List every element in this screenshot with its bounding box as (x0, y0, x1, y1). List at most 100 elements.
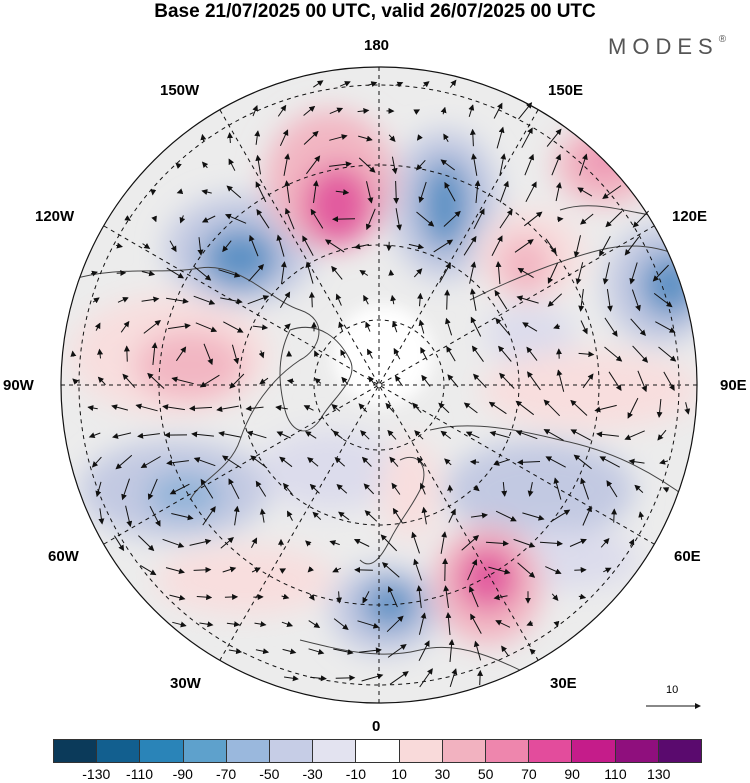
wind-arrow (112, 432, 132, 439)
wind-arrow (138, 535, 155, 552)
wind-arrow (223, 321, 244, 333)
colorbar-tick-label: -50 (259, 766, 280, 782)
wind-arrow (418, 612, 427, 635)
wind-arrow (634, 484, 644, 493)
wind-arrow (594, 404, 617, 413)
wind-arrow (314, 350, 320, 358)
wind-arrow (284, 180, 291, 203)
wind-arrow (308, 291, 315, 308)
wind-arrow (179, 215, 186, 224)
wind-arrow (331, 265, 343, 280)
wind-arrow (338, 511, 350, 521)
wind-arrow (408, 243, 425, 250)
wind-arrow (94, 322, 101, 331)
wind-arrow (98, 508, 105, 525)
wind-arrow (305, 261, 314, 284)
map-title: Base 21/07/2025 00 UTC, valid 26/07/2025… (154, 1, 596, 22)
wind-arrow (340, 349, 346, 359)
wind-arrow (165, 567, 185, 575)
wind-arrow (308, 620, 321, 628)
wind-arrow (220, 297, 243, 305)
wind-arrow (653, 292, 673, 308)
colorbar-swatch (529, 740, 573, 762)
colorbar-tick-label: 10 (391, 766, 407, 782)
wind-arrow (87, 405, 98, 411)
wind-arrow (329, 107, 344, 115)
wind-arrow (580, 213, 594, 225)
wind-arrow (252, 104, 258, 117)
colorbar-swatch (658, 740, 702, 762)
wind-arrow (443, 133, 449, 142)
wind-arrow (363, 294, 369, 305)
wind-arrow (606, 289, 613, 312)
wind-arrow (570, 399, 588, 416)
wind-arrow (245, 405, 264, 412)
wind-arrow (551, 593, 559, 601)
lon-label-30e: 30E (550, 675, 577, 692)
wind-arrow (176, 188, 184, 195)
wind-arrow (514, 239, 534, 253)
colorbar-tick-label: 70 (521, 766, 537, 782)
wind-arrow (224, 213, 247, 224)
wind-arrow (199, 374, 220, 388)
anomaly-field (61, 67, 697, 703)
wind-arrow (485, 540, 509, 547)
wind-reference-key: 10 (640, 684, 706, 714)
wind-arrow (440, 159, 455, 171)
wind-arrow (281, 593, 290, 600)
wind-arrow (353, 538, 370, 547)
wind-arrow (193, 265, 212, 281)
wind-arrow (632, 345, 649, 363)
wind-arrow (228, 648, 243, 655)
wind-arrow (310, 208, 324, 229)
wind-arrow (578, 289, 585, 312)
wind-arrow (449, 79, 457, 88)
colorbar-swatch (615, 740, 659, 762)
wind-arrow (539, 540, 563, 547)
wind-arrow (553, 477, 562, 500)
wind-arrow (444, 289, 451, 310)
wind-arrow (499, 153, 507, 176)
wind-arrow (141, 270, 156, 277)
wind-arrow (499, 209, 513, 229)
wind-arrow (630, 318, 646, 336)
wind-arrow (166, 297, 189, 304)
wind-arrow (449, 668, 458, 688)
wind-arrow (333, 648, 354, 655)
wind-arrow (361, 456, 372, 467)
colorbar-ticks: -130 -110 -90 -70 -50 -30 -10 10 30 50 70 90 110 130 (53, 766, 702, 783)
wind-arrow (468, 104, 475, 117)
colorbar-swatch (356, 740, 400, 762)
wind-arrow (147, 372, 165, 389)
wind-arrow (122, 373, 136, 388)
wind-arrow (611, 508, 618, 523)
wind-arrow (193, 457, 216, 467)
wind-arrow (575, 262, 584, 285)
wind-arrow (501, 482, 508, 497)
wind-arrow (518, 102, 533, 120)
wind-arrow (605, 211, 623, 228)
wind-arrow (416, 456, 425, 467)
wind-arrow (216, 405, 239, 412)
wind-arrow (495, 620, 511, 628)
wind-arrow (463, 402, 478, 414)
wind-arrow (303, 105, 316, 116)
wind-arrow (171, 376, 194, 385)
colorbar-tick-label: 30 (434, 766, 451, 782)
wind-arrow (281, 621, 294, 627)
lon-label-30w: 30W (170, 675, 201, 692)
wind-arrow (496, 126, 505, 149)
wind-arrow (171, 513, 194, 521)
wind-arrow (332, 566, 342, 573)
wind-arrow (123, 345, 130, 362)
wind-arrow (493, 594, 508, 601)
wind-arrow (124, 215, 131, 221)
wind-arrow (470, 512, 488, 519)
wind-arrow (495, 261, 502, 285)
colorbar-swatch (486, 740, 530, 762)
wind-arrow (365, 321, 371, 332)
lon-label-180: 180 (364, 37, 390, 54)
wind-arrow (175, 162, 182, 169)
wind-arrow (493, 459, 510, 466)
wind-arrow (604, 317, 618, 337)
